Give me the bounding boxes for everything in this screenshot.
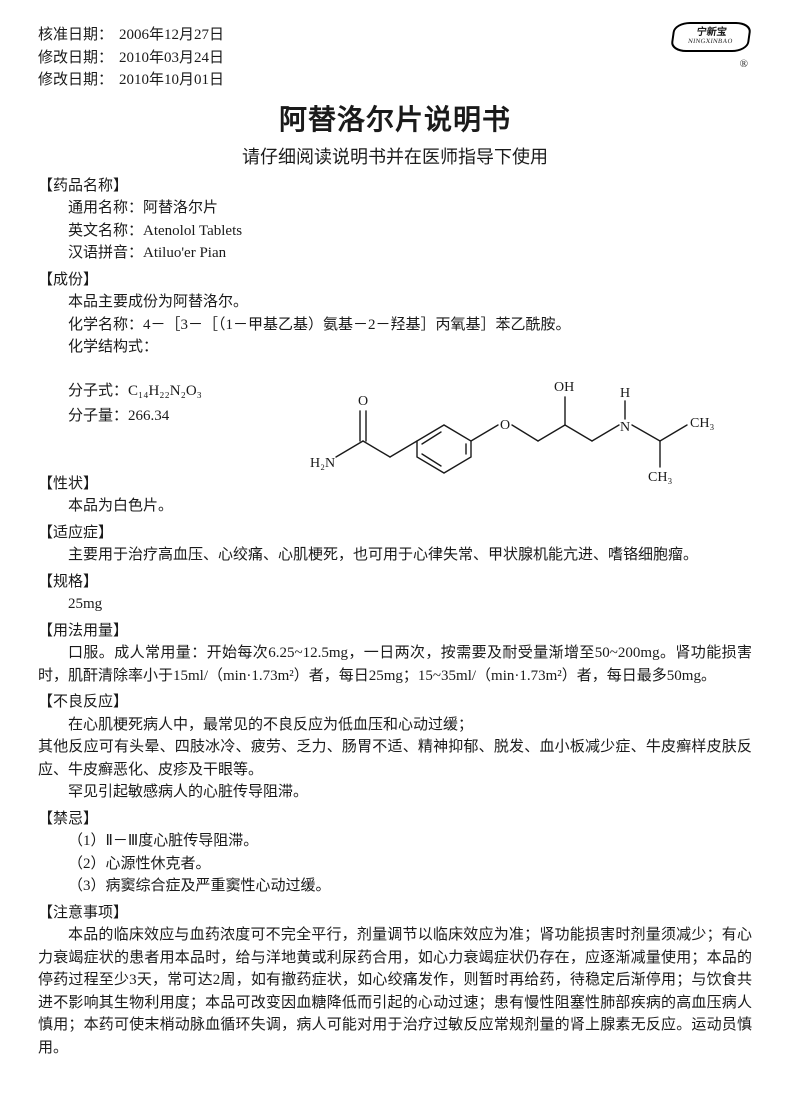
english-label: 英文名称： bbox=[68, 223, 143, 239]
label-o-ether: O bbox=[500, 418, 510, 433]
date-label: 核准日期： bbox=[38, 24, 113, 47]
generic-label: 通用名称： bbox=[68, 200, 143, 216]
adverse-p3: 罕见引起敏感病人的心脏传导阻滞。 bbox=[38, 781, 752, 804]
page-subtitle: 请仔细阅读说明书并在医师指导下使用 bbox=[38, 144, 752, 171]
molecule-diagram: H₂N O O OH H N CH₃ CH₃ bbox=[308, 349, 758, 484]
pinyin-value: Atiluo'er Pian bbox=[143, 245, 226, 261]
formula-value: C₁₄H₂₂N₂O₃ bbox=[128, 383, 202, 399]
drug-generic-name: 通用名称：阿替洛尔片 bbox=[38, 197, 752, 220]
date-row-approval: 核准日期： 2006年12月27日 bbox=[38, 24, 752, 47]
adverse-p2: 其他反应可有头晕、四肢冰冷、疲劳、乏力、肠胃不适、精神抑郁、脱发、血小板减少症、… bbox=[38, 736, 752, 781]
page-title: 阿替洛尔片说明书 bbox=[38, 100, 752, 142]
brand-en: NINGXINBAO bbox=[688, 39, 733, 46]
date-label: 修改日期： bbox=[38, 69, 113, 92]
date-row-revision-1: 修改日期： 2010年03月24日 bbox=[38, 47, 752, 70]
section-dosage-heading: 【用法用量】 bbox=[38, 620, 752, 643]
label-ch3-a: CH₃ bbox=[690, 416, 714, 431]
molecule-block: 分子式：C₁₄H₂₂N₂O₃ 分子量：266.34 bbox=[38, 361, 752, 481]
pinyin-label: 汉语拼音： bbox=[68, 245, 143, 261]
brand-logo: 宁新宝 NINGXINBAO ® bbox=[672, 22, 750, 73]
section-indications-heading: 【适应症】 bbox=[38, 522, 752, 545]
label-o-double: O bbox=[358, 394, 368, 409]
properties-text: 本品为白色片。 bbox=[38, 495, 752, 518]
section-ingredients-heading: 【成份】 bbox=[38, 269, 752, 292]
indications-text: 主要用于治疗高血压、心绞痛、心肌梗死，也可用于心律失常、甲状腺机能亢进、嗜铬细胞… bbox=[38, 544, 752, 567]
contra-item-3: （3）病窦综合症及严重窦性心动过缓。 bbox=[38, 875, 752, 898]
date-row-revision-2: 修改日期： 2010年10月01日 bbox=[38, 69, 752, 92]
drug-pinyin-name: 汉语拼音：Atiluo'er Pian bbox=[38, 242, 752, 265]
drug-english-name: 英文名称：Atenolol Tablets bbox=[38, 220, 752, 243]
mw-label: 分子量： bbox=[68, 408, 128, 424]
section-precautions-heading: 【注意事项】 bbox=[38, 902, 752, 925]
date-value: 2010年03月24日 bbox=[119, 47, 224, 70]
date-value: 2010年10月01日 bbox=[119, 69, 224, 92]
contra-item-1: （1）Ⅱ－Ⅲ度心脏传导阻滞。 bbox=[38, 830, 752, 853]
label-h-amine: H bbox=[620, 386, 630, 401]
section-contra-heading: 【禁忌】 bbox=[38, 808, 752, 831]
main-ingredient: 本品主要成份为阿替洛尔。 bbox=[38, 291, 752, 314]
precautions-text: 本品的临床效应与血药浓度可不完全平行，剂量调节以临床效应为准；肾功能损害时剂量须… bbox=[38, 924, 752, 1059]
section-drug-name-heading: 【药品名称】 bbox=[38, 175, 752, 198]
adverse-p1: 在心肌梗死病人中，最常见的不良反应为低血压和心动过缓； bbox=[38, 714, 752, 737]
label-h2n: H₂N bbox=[310, 456, 335, 471]
formula-label: 分子式： bbox=[68, 383, 128, 399]
date-label: 修改日期： bbox=[38, 47, 113, 70]
chem-name: 化学名称：4－［3－［（1－甲基乙基）氨基－2－羟基］丙氧基］苯乙酰胺。 bbox=[38, 314, 752, 337]
title-block: 阿替洛尔片说明书 请仔细阅读说明书并在医师指导下使用 bbox=[38, 100, 752, 171]
header-dates: 核准日期： 2006年12月27日 修改日期： 2010年03月24日 修改日期… bbox=[38, 24, 752, 92]
english-value: Atenolol Tablets bbox=[143, 223, 242, 239]
generic-value: 阿替洛尔片 bbox=[143, 200, 218, 216]
brand-diamond: 宁新宝 NINGXINBAO bbox=[670, 22, 752, 52]
label-oh: OH bbox=[554, 380, 574, 395]
dosage-text: 口服。成人常用量：开始每次6.25~12.5mg，一日两次，按需要及耐受量渐增至… bbox=[38, 642, 752, 687]
date-value: 2006年12月27日 bbox=[119, 24, 224, 47]
molecule-text-left: 分子式：C₁₄H₂₂N₂O₃ 分子量：266.34 bbox=[38, 379, 202, 430]
chem-name-label: 化学名称： bbox=[68, 317, 143, 333]
section-spec-heading: 【规格】 bbox=[38, 571, 752, 594]
spec-text: 25mg bbox=[38, 593, 752, 616]
registered-mark: ® bbox=[672, 56, 750, 73]
mw-value: 266.34 bbox=[128, 408, 169, 424]
contra-item-2: （2）心源性休克者。 bbox=[38, 853, 752, 876]
label-n: N bbox=[620, 420, 630, 435]
chem-name-value: 4－［3－［（1－甲基乙基）氨基－2－羟基］丙氧基］苯乙酰胺。 bbox=[143, 317, 571, 333]
section-adverse-heading: 【不良反应】 bbox=[38, 691, 752, 714]
label-ch3-b: CH₃ bbox=[648, 470, 672, 484]
